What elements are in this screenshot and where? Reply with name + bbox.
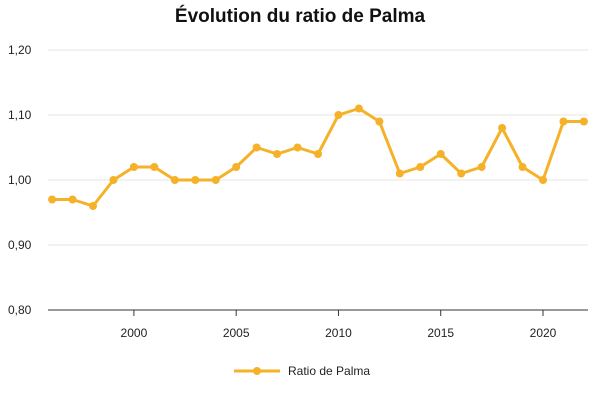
x-tick-label: 2010 [325,326,352,340]
data-point [395,169,404,178]
data-point [109,176,118,184]
data-point [129,163,138,171]
x-tick-label: 2020 [530,326,557,340]
data-point [252,143,261,152]
y-tick-label: 1,10 [8,108,32,122]
data-point [498,124,507,132]
y-tick-label: 1,20 [8,43,32,57]
data-point [232,163,241,171]
data-point [150,163,159,171]
data-point [89,202,97,210]
data-point [334,111,343,119]
chart-title: Évolution du ratio de Palma [174,6,426,27]
data-point [48,195,57,204]
x-tick-label: 2000 [121,326,148,340]
data-point [170,176,179,184]
data-point [579,117,588,126]
data-point [354,104,363,113]
data-point [436,150,445,158]
data-point [314,150,322,158]
y-tick-label: 0,90 [8,238,32,252]
y-tick-label: 0,80 [8,303,32,317]
data-point [191,176,200,184]
x-tick-label: 2015 [427,326,454,340]
x-tick-label: 2005 [223,326,250,340]
y-tick-label: 1,00 [8,173,32,187]
legend-label: Ratio de Palma [288,364,370,378]
data-point [477,163,486,171]
data-point [457,169,466,178]
data-point [375,117,384,126]
data-point [518,163,527,171]
data-point [273,150,282,158]
legend-marker [253,367,261,375]
data-point [416,163,425,171]
data-point [559,117,568,126]
data-point [211,176,220,184]
data-point [539,176,547,184]
data-point [68,195,77,204]
data-point [293,143,302,152]
